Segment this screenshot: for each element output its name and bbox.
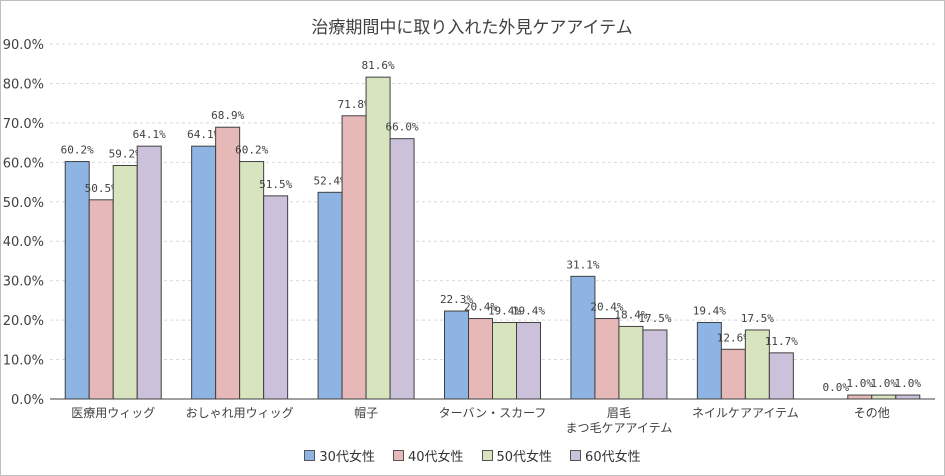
bar (744, 329, 770, 400)
data-label: 81.6% (362, 59, 395, 72)
data-label: 19.4% (693, 304, 726, 317)
x-tick-label: 眉毛 (607, 406, 631, 420)
bar (468, 318, 493, 400)
bar (389, 138, 415, 400)
x-tick-label: 帽子 (354, 405, 378, 420)
bar (341, 115, 367, 400)
bar (239, 161, 265, 400)
y-tick-label: 40.0% (3, 235, 44, 250)
bar (768, 352, 794, 400)
data-label: 19.4% (488, 304, 521, 317)
bar (895, 394, 921, 400)
data-label: 22.3% (440, 293, 473, 306)
data-label: 64.1% (187, 128, 220, 141)
chart-legend: 30代女性 40代女性 50代女性 60代女性 (0, 446, 945, 465)
y-tick-label: 10.0% (3, 354, 44, 369)
legend-item: 50代女性 (481, 446, 553, 465)
x-tick-label: その他 (854, 406, 890, 420)
bar (847, 394, 873, 400)
x-tick-label: おしゃれ用ウィッグ (186, 406, 294, 420)
y-tick-label: 0.0% (11, 393, 44, 408)
data-label: 66.0% (386, 121, 419, 134)
bar (444, 310, 469, 400)
data-label: 17.5% (741, 312, 774, 325)
bar (696, 321, 722, 400)
y-tick-label: 80.0% (3, 77, 44, 92)
legend-swatch (304, 450, 316, 461)
bar (618, 325, 644, 400)
data-label: 31.1% (566, 258, 599, 271)
legend-label: 30代女性 (319, 450, 375, 465)
data-label: 20.4% (590, 301, 623, 314)
data-label: 11.7% (765, 335, 798, 348)
bar (365, 76, 391, 400)
data-label: 64.1% (133, 128, 166, 141)
legend-item: 60代女性 (570, 446, 641, 465)
bar (516, 321, 541, 400)
legend-swatch (570, 450, 582, 461)
x-tick-label: 医療用ウィッグ (71, 406, 155, 420)
y-tick-label: 30.0% (3, 275, 44, 290)
bar (720, 348, 746, 400)
legend-label: 60代女性 (585, 450, 641, 465)
legend-label: 50代女性 (496, 450, 553, 465)
data-label: 1.0% (895, 377, 922, 390)
bar (215, 126, 241, 400)
legend-item: 40代女性 (392, 446, 464, 465)
x-tick-label: まつ毛ケアアイテム (566, 421, 673, 435)
data-label: 19.4% (512, 304, 545, 317)
legend-label: 40代女性 (407, 450, 464, 465)
data-label: 50.5% (85, 182, 118, 195)
data-label: 51.5% (259, 178, 292, 191)
x-tick-label: ターバン・スカーフ (439, 406, 547, 420)
bar (112, 164, 138, 400)
y-tick-label: 70.0% (3, 117, 44, 132)
bar (317, 191, 343, 400)
x-tick-label: ネイルケアアイテム (692, 406, 799, 420)
bar (88, 199, 114, 400)
y-tick-label: 90.0% (3, 38, 44, 53)
bar (594, 318, 620, 400)
bar (871, 394, 897, 400)
y-tick-label: 60.0% (3, 156, 44, 171)
data-label: 12.6% (717, 331, 750, 344)
data-label: 52.4% (314, 174, 347, 187)
data-label: 18.4% (614, 308, 647, 321)
bar (492, 321, 517, 400)
data-label: 59.2% (109, 147, 142, 160)
y-tick-label: 50.0% (3, 196, 44, 211)
data-label: 71.8% (338, 98, 371, 111)
bar (191, 145, 217, 400)
legend-swatch (481, 450, 493, 461)
data-label: 17.5% (638, 312, 671, 325)
data-label: 1.0% (871, 377, 898, 390)
bar (642, 329, 668, 400)
data-label: 0.0% (823, 381, 850, 394)
bar (263, 195, 289, 400)
data-label: 68.9% (211, 109, 244, 122)
data-label: 1.0% (847, 377, 874, 390)
chart-title: 治療期間中に取り入れた外見ケアアイテム (311, 18, 632, 38)
legend-item: 30代女性 (304, 446, 375, 465)
data-label: 60.2% (61, 144, 94, 157)
bar (64, 161, 90, 400)
bar (136, 145, 162, 400)
y-tick-label: 20.0% (3, 314, 44, 329)
legend-swatch (392, 450, 404, 461)
data-label: 60.2% (235, 144, 268, 157)
data-label: 20.4% (464, 301, 497, 314)
bar (570, 275, 596, 400)
